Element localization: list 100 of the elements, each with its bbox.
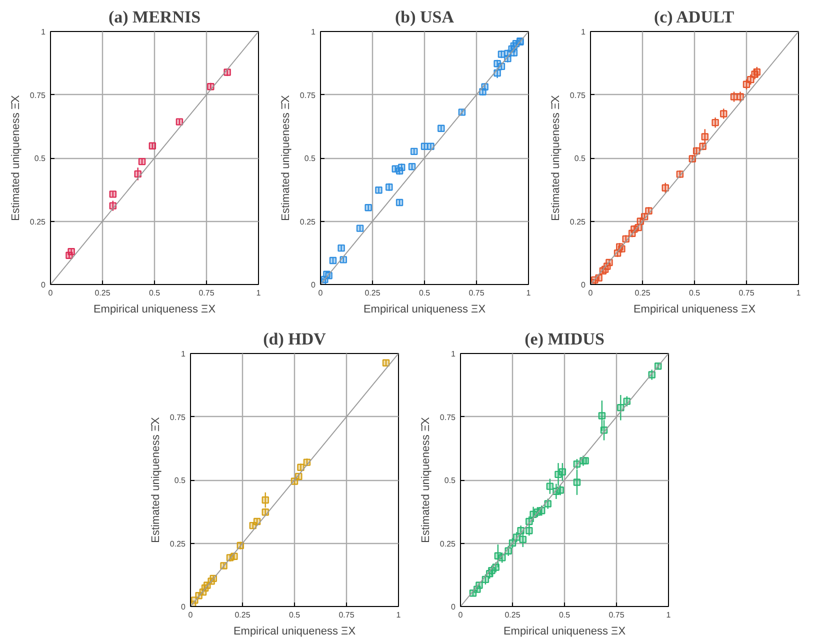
y-tick-label: 0.25 [570, 217, 586, 226]
point [253, 518, 261, 526]
point [701, 133, 708, 140]
x-tick-label: 0.5 [288, 610, 301, 620]
x-tick-label: 0.5 [558, 610, 571, 620]
point [427, 142, 434, 150]
y-tick-label: 1 [181, 350, 186, 358]
x-tick-label: 0.5 [688, 288, 701, 298]
point [492, 564, 500, 571]
x-tick-label: 0.5 [418, 288, 431, 298]
point [408, 163, 416, 170]
chart-title: (b) USA [394, 8, 455, 26]
x-tick-label: 1 [796, 288, 802, 298]
y-tick-label: 1 [311, 28, 316, 36]
y-tick-label: 0.5 [444, 476, 456, 485]
point [148, 142, 156, 150]
point [712, 118, 719, 126]
x-tick-label: 1 [256, 288, 262, 298]
point [364, 204, 372, 212]
point [438, 124, 445, 132]
chart-title: (e) MIDUS [524, 330, 604, 348]
y-tick-label: 0.75 [570, 90, 586, 100]
x-axis-title: Empirical uniqueness ΞX [503, 626, 626, 638]
point [396, 198, 404, 206]
chart-title: (c) ADULT [654, 8, 735, 26]
y-tick-label: 0.75 [170, 412, 186, 422]
point [747, 76, 754, 84]
y-tick-label: 0 [581, 280, 586, 290]
x-tick-label: 1 [396, 610, 402, 620]
y-tick-label: 0 [451, 602, 456, 612]
chart-title: (a) MERNIS [108, 8, 201, 26]
x-tick-label: 0 [318, 288, 324, 298]
y-tick-label: 0 [41, 280, 46, 290]
x-tick-label: 1 [526, 288, 532, 298]
y-tick-label: 0 [311, 280, 316, 290]
point [138, 158, 146, 166]
point [662, 184, 669, 192]
point [617, 404, 624, 412]
y-tick-label: 0.75 [440, 412, 456, 422]
y-tick-label: 1 [41, 28, 46, 36]
x-tick-label: 0.75 [608, 610, 625, 620]
x-tick-label: 0.25 [634, 288, 651, 298]
y-axis-title: Estimated uniqueness Ξ̂X [550, 94, 562, 221]
point [338, 244, 345, 252]
y-tick-label: 0 [181, 602, 186, 612]
x-tick-label: 0.75 [198, 288, 215, 298]
x-tick-label: 0 [458, 610, 464, 620]
point [297, 464, 304, 471]
point [558, 468, 566, 476]
x-tick-label: 0 [588, 288, 594, 298]
x-tick-label: 0.75 [468, 288, 485, 298]
point [573, 478, 581, 486]
x-axis-title: Empirical uniqueness ΞX [93, 304, 216, 316]
y-tick-label: 0.75 [30, 90, 46, 100]
y-tick-label: 0.5 [34, 154, 46, 163]
x-tick-label: 0.25 [234, 610, 251, 620]
y-tick-label: 0.25 [440, 539, 456, 548]
x-tick-label: 1 [666, 610, 672, 620]
y-axis-title: Estimated uniqueness Ξ̂X [10, 94, 22, 221]
y-tick-label: 0.25 [300, 217, 316, 226]
x-axis-title: Empirical uniqueness ΞX [363, 304, 486, 316]
y-tick-label: 0.5 [304, 154, 316, 163]
x-axis-title: Empirical uniqueness ΞX [633, 304, 756, 316]
point [753, 68, 760, 76]
point [398, 164, 406, 171]
y-tick-label: 0.25 [170, 539, 186, 548]
point [382, 359, 390, 366]
point [356, 224, 364, 232]
x-tick-label: 0.25 [504, 610, 521, 620]
point [375, 186, 382, 194]
y-axis-title: Estimated uniqueness Ξ̂X [150, 416, 162, 543]
x-axis-title: Empirical uniqueness ΞX [233, 626, 356, 638]
y-tick-label: 0.5 [574, 154, 586, 163]
point [546, 482, 554, 490]
y-tick-label: 1 [581, 28, 586, 36]
point [720, 110, 728, 118]
y-tick-label: 1 [451, 350, 456, 358]
x-tick-label: 0.25 [94, 288, 111, 298]
x-tick-label: 0.5 [148, 288, 161, 298]
x-tick-label: 0 [188, 610, 194, 620]
x-tick-label: 0.25 [364, 288, 381, 298]
point [329, 256, 337, 264]
x-tick-label: 0.75 [338, 610, 355, 620]
y-tick-label: 0.25 [30, 217, 46, 226]
point [544, 500, 552, 508]
y-tick-label: 0.75 [300, 90, 316, 100]
y-axis-title: Estimated uniqueness Ξ̂X [420, 416, 432, 543]
point [176, 118, 184, 126]
y-tick-label: 0.5 [174, 476, 186, 485]
y-axis-title: Estimated uniqueness Ξ̂X [280, 94, 292, 221]
point [109, 190, 116, 198]
point [68, 248, 75, 256]
point [262, 496, 269, 504]
point [736, 93, 744, 100]
point [386, 183, 393, 191]
point [598, 412, 606, 420]
x-tick-label: 0 [48, 288, 54, 298]
point [410, 148, 418, 156]
x-tick-label: 0.75 [738, 288, 755, 298]
chart-title: (d) HDV [263, 330, 327, 348]
